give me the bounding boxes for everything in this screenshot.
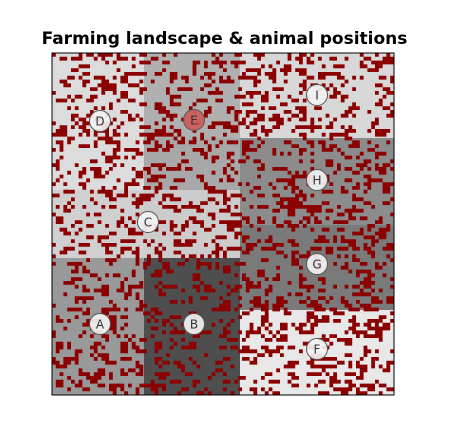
chart-title: Farming landscape & animal positions <box>41 29 408 49</box>
marker-label: G <box>312 258 321 272</box>
marker-circle <box>183 313 205 335</box>
animal-marker-h[interactable]: H <box>306 169 328 191</box>
animal-marker-c[interactable]: C <box>137 211 159 233</box>
marker-label: D <box>95 115 104 129</box>
marker-circle <box>306 84 328 106</box>
crop-dots <box>52 53 394 395</box>
crop-dot-pattern <box>52 53 394 395</box>
marker-circle <box>137 211 159 233</box>
marker-circle <box>89 110 111 132</box>
map-frame <box>51 52 395 396</box>
marker-circle <box>306 169 328 191</box>
animal-marker-a[interactable]: A <box>89 313 111 335</box>
marker-label: A <box>96 318 105 332</box>
marker-label: E <box>190 114 198 128</box>
marker-circle <box>183 109 205 131</box>
marker-circle <box>306 338 328 360</box>
animal-marker-e[interactable]: E <box>183 109 205 131</box>
animal-marker-i[interactable]: I <box>306 84 328 106</box>
animal-markers: D E I H C G A B F <box>89 84 328 360</box>
marker-label: C <box>144 216 152 230</box>
marker-label: B <box>190 318 198 332</box>
animal-marker-d[interactable]: D <box>89 110 111 132</box>
marker-circle <box>306 253 328 275</box>
marker-label: F <box>314 343 321 357</box>
field-cell <box>52 138 144 190</box>
marker-label: H <box>312 174 321 188</box>
marker-label: I <box>315 89 319 103</box>
marker-circle <box>89 313 111 335</box>
animal-marker-f[interactable]: F <box>306 338 328 360</box>
animal-marker-g[interactable]: G <box>306 253 328 275</box>
animal-marker-b[interactable]: B <box>183 313 205 335</box>
